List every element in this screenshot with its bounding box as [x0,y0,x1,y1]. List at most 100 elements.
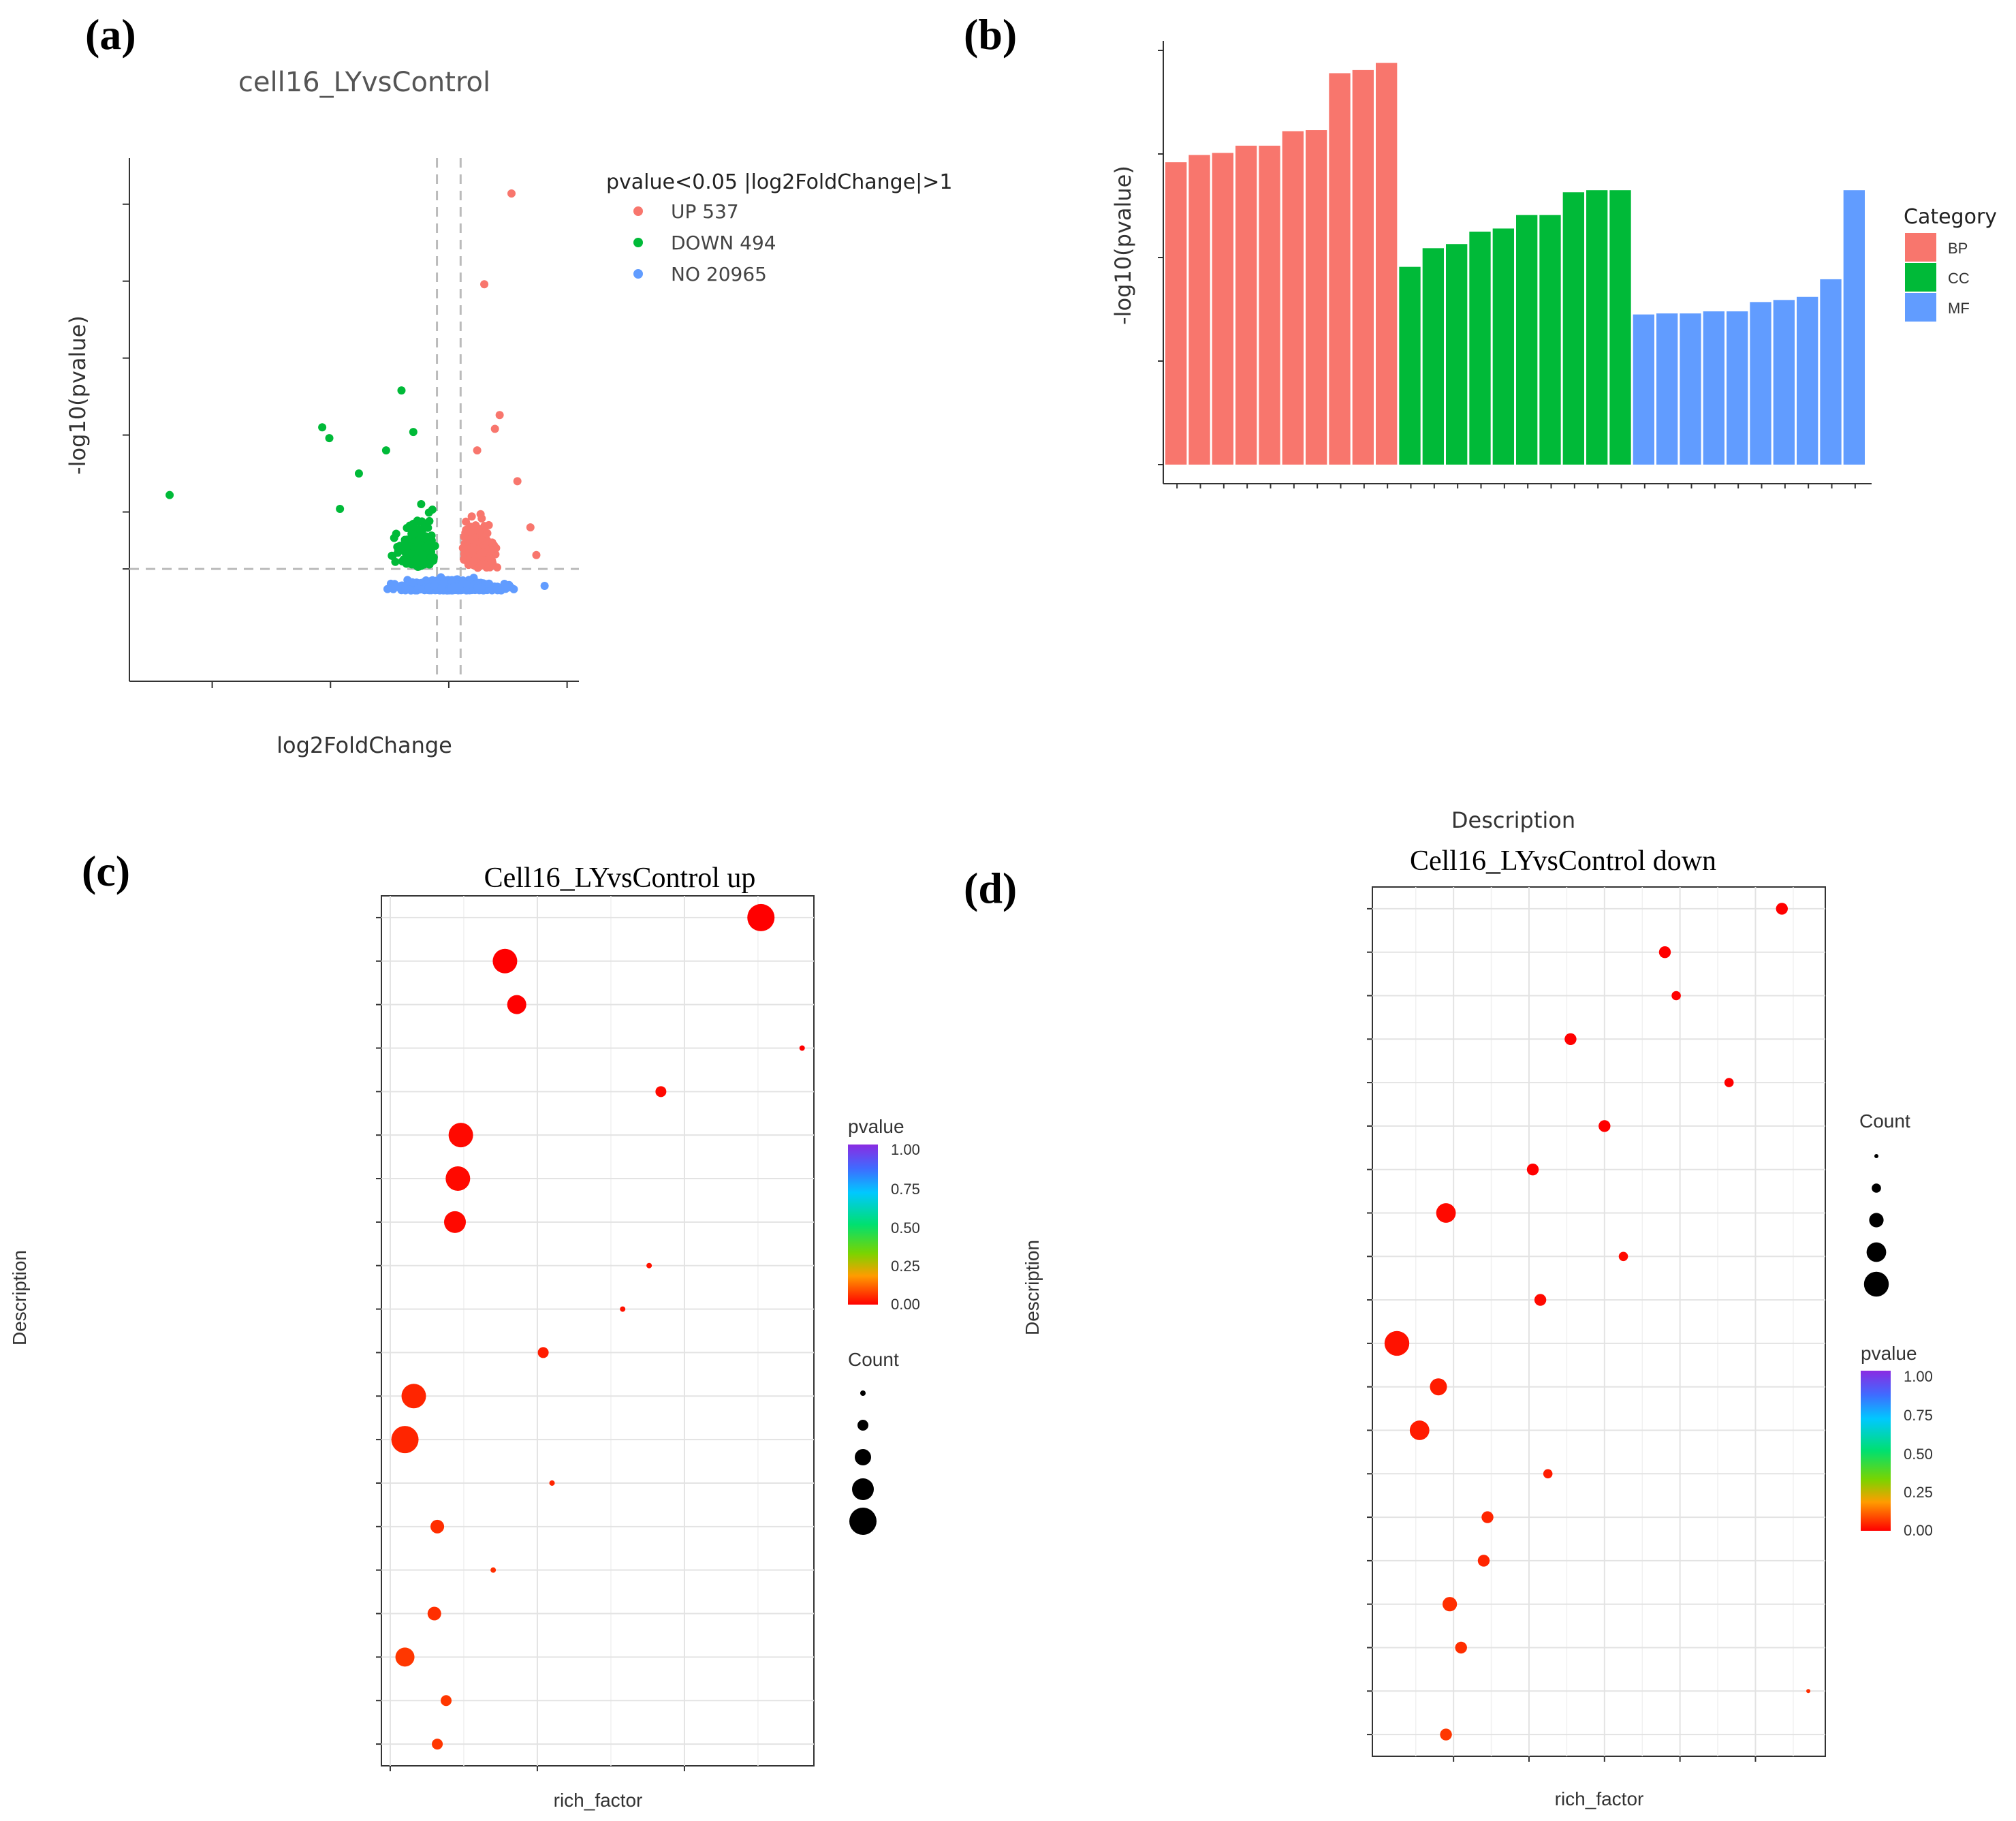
up-point [484,520,493,529]
d-pathway-dot [1618,1251,1628,1262]
go-legend-title: Category [1904,205,1997,229]
d-pathway-dot [1436,1203,1456,1223]
up-point [473,446,482,455]
kegg-down-x-label: rich_factor [1555,1788,1644,1809]
go-bar [1773,300,1795,465]
no-point [430,582,439,591]
go-bar [1212,153,1233,465]
no-point [383,585,392,593]
kegg-down-dotplot [1367,886,1826,1762]
c-pathway-dot [432,1739,443,1750]
c-plot-frame [381,895,815,1766]
c-pathway-dot [448,1123,473,1148]
go-x-label: Description [1451,807,1575,833]
d-count-key-dot [1866,1242,1887,1262]
go-bar [1539,215,1561,465]
c-pathway-dot [646,1262,652,1269]
panel-d-label: (d) [964,864,1017,912]
down-point [336,505,345,514]
kegg-down-pvalue-tick-5: 0.00 [1904,1522,1933,1539]
d-pathway-dot [1481,1511,1494,1523]
go-bar [1680,313,1701,465]
down-point [418,555,427,564]
no-point [493,586,502,595]
down-point [412,555,421,564]
d-plot-frame [1372,886,1826,1757]
go-bar [1259,145,1280,465]
kegg-down-count-legend: Count [1859,1110,1910,1297]
up-point [483,536,492,545]
kegg-up-pvalue-tick-2: 0.75 [891,1181,920,1198]
no-point [485,579,494,588]
go-bar [1235,145,1257,465]
up-point [526,523,535,532]
up-point [483,529,492,538]
go-bar [1797,296,1818,465]
kegg-up-pvalue-tick-4: 0.25 [891,1258,920,1275]
panel-b: (b) Description -log10(pvalue) Category … [964,10,1997,833]
volcano-legend-title: pvalue<0.05 |log2FoldChange|>1 [606,170,953,194]
legend-bp-label: BP [1948,240,1968,257]
down-point [398,557,407,565]
volcano-plot [123,158,579,688]
c-pathway-dot [507,995,526,1014]
up-point [468,546,477,555]
c-count-key-dot [852,1478,874,1500]
c-count-key-dot [855,1449,871,1465]
up-point [467,512,476,521]
kegg-up-dotplot [376,895,815,1771]
c-pathway-dot [620,1306,626,1312]
up-point [532,550,541,559]
kegg-up-x-label: rich_factor [554,1790,643,1811]
panel-a-label: (a) [85,10,136,59]
go-bar [1165,162,1187,465]
c-pathway-dot [443,1211,466,1233]
kegg-up-pvalue-tick-1: 1.00 [891,1141,920,1158]
kegg-up-count-keys [849,1390,877,1535]
kegg-up-count-legend: Count [848,1349,899,1535]
d-pathway-dot [1724,1078,1734,1087]
kegg-down-pvalue-tick-1: 1.00 [1904,1368,1933,1385]
kegg-down-pvalue-tick-4: 0.25 [1904,1484,1933,1501]
go-bar [1352,69,1374,465]
down-point [413,540,422,548]
down-point [415,525,424,533]
c-pathway-dot [445,1166,471,1192]
up-point [477,561,486,570]
d-pathway-dot [1776,903,1788,915]
volcano-y-label: -log10(pvalue) [65,315,91,475]
no-point [401,586,410,595]
down-point [381,446,390,455]
legend-mf-swatch [1905,293,1936,322]
down-point [424,508,433,517]
c-pathway-dot [395,1647,415,1667]
kegg-up-title: Cell16_LYvsControl up [484,862,756,894]
down-point [325,434,334,443]
go-bar [1843,190,1865,465]
c-pathway-dot [799,1045,805,1051]
up-point [477,514,486,523]
go-bar [1306,130,1327,465]
d-pathway-dot [1477,1555,1490,1567]
go-bar [1703,311,1724,465]
legend-no-label: NO 20965 [671,263,767,285]
panel-a: (a) cell16_LYvsControl log2FoldChange -l… [65,10,953,758]
kegg-down-count-keys [1863,1154,1889,1297]
kegg-down-y-label: Description [1022,1240,1043,1335]
down-point [403,548,412,557]
c-pathway-dot [747,903,775,931]
go-legend: Category BP CC MF [1904,205,1997,322]
down-point [397,386,406,395]
d-pathway-dot [1658,946,1671,959]
volcano-legend: pvalue<0.05 |log2FoldChange|>1 UP 537 DO… [606,170,953,285]
c-count-key-dot [860,1390,866,1396]
up-point [488,559,497,567]
up-point [495,411,504,420]
kegg-down-pvalue-tick-3: 0.50 [1904,1446,1933,1463]
no-point [540,581,549,590]
down-point [417,500,426,509]
panel-c: (c) Cell16_LYvsControl up rich_factor De… [9,847,920,1811]
c-pathway-dot [537,1347,549,1358]
go-bar [1633,314,1654,465]
